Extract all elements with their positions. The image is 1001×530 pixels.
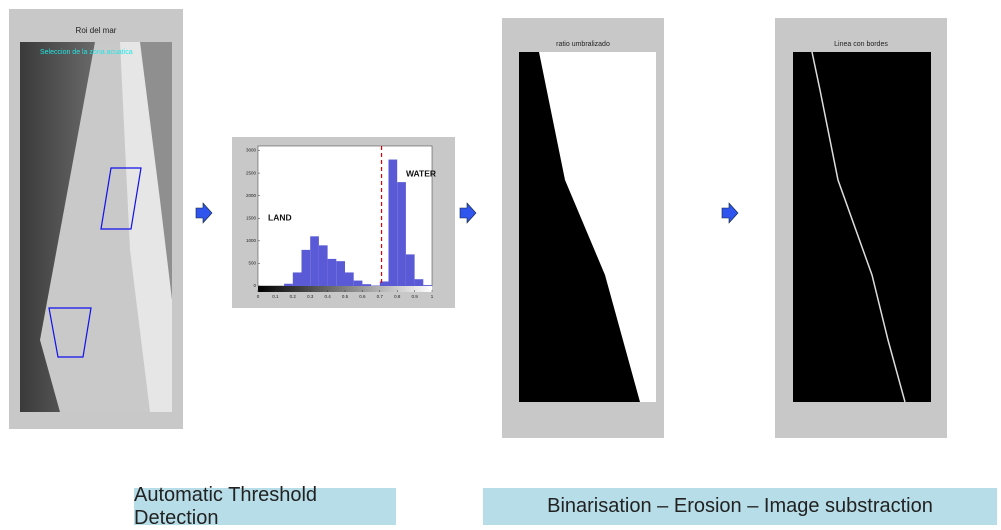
bar bbox=[362, 284, 371, 286]
bar bbox=[319, 245, 328, 286]
x-tick-label: 0.9 bbox=[411, 294, 418, 299]
page: Roi del mar Seleccion de la zona acuatic… bbox=[0, 0, 1001, 525]
land-label: LAND bbox=[268, 212, 292, 222]
x-tick-label: 0.1 bbox=[272, 294, 279, 299]
arrow bbox=[460, 203, 476, 223]
panel-subtitle: Seleccion de la zona acuatica bbox=[40, 49, 133, 56]
bar bbox=[345, 272, 354, 286]
bar bbox=[354, 281, 363, 286]
water-label: WATER bbox=[406, 168, 436, 178]
x-tick-label: 0.6 bbox=[359, 294, 366, 299]
arrow bbox=[196, 203, 212, 223]
y-tick-label: 1000 bbox=[246, 238, 257, 243]
bar bbox=[293, 272, 302, 286]
x-tick-label: 0.3 bbox=[307, 294, 314, 299]
x-tick-label: 0.5 bbox=[342, 294, 349, 299]
bar bbox=[389, 160, 398, 286]
caption: Automatic Threshold Detection bbox=[134, 488, 396, 525]
bar bbox=[310, 236, 319, 286]
bar bbox=[406, 254, 415, 286]
y-tick-label: 3000 bbox=[246, 148, 257, 153]
bar bbox=[397, 182, 406, 286]
x-tick-label: 0.8 bbox=[394, 294, 401, 299]
y-tick-label: 1500 bbox=[246, 215, 257, 220]
y-tick-label: 500 bbox=[248, 261, 256, 266]
bar bbox=[415, 279, 424, 286]
x-tick-label: 0.2 bbox=[290, 294, 297, 299]
x-tick-label: 0.7 bbox=[377, 294, 384, 299]
bar bbox=[336, 261, 345, 286]
panel-title: Linea con bordes bbox=[834, 41, 888, 48]
figure: Roi del mar Seleccion de la zona acuatic… bbox=[0, 0, 1001, 488]
y-tick-label: 2500 bbox=[246, 170, 257, 175]
panel-title: Roi del mar bbox=[76, 26, 117, 35]
edges-image bbox=[793, 52, 931, 402]
x-tick-label: 0.4 bbox=[324, 294, 331, 299]
bar bbox=[284, 284, 293, 286]
bar bbox=[302, 250, 311, 286]
y-tick-label: 2000 bbox=[246, 193, 257, 198]
arrow bbox=[722, 203, 738, 223]
caption: Binarisation – Erosion – Image substract… bbox=[483, 488, 997, 525]
panel-title: ratio umbralizado bbox=[556, 41, 610, 48]
bar bbox=[328, 259, 337, 286]
bar bbox=[423, 285, 432, 286]
